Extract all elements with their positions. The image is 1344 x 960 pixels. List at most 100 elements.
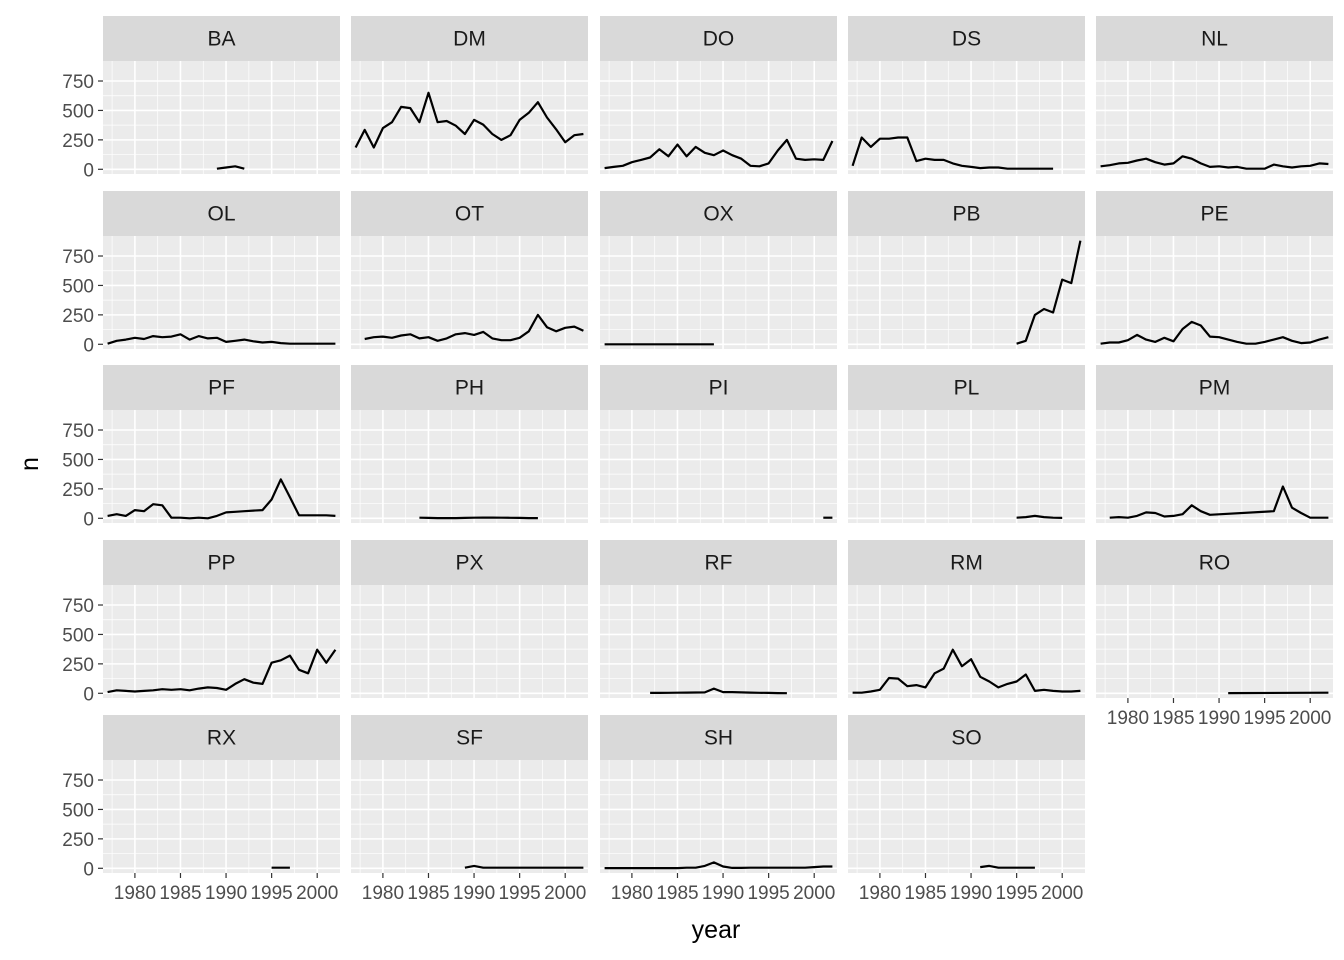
- x-tick-label: 1990: [205, 883, 247, 904]
- x-tick-label: 1985: [1152, 708, 1194, 729]
- facet-strip-label: NL: [1201, 28, 1228, 51]
- facet-panel: [103, 410, 340, 523]
- facet-ox: OX: [600, 191, 837, 349]
- facet-strip: [848, 16, 1085, 61]
- series-line-sh: [604, 861, 833, 870]
- facet-panel: [351, 585, 588, 698]
- y-tick-label: 750: [62, 596, 94, 617]
- facet-ba: BA 0 250 500 750: [62, 16, 340, 181]
- series-line-pf: [107, 478, 336, 520]
- facet-strip-label: BA: [207, 28, 235, 51]
- facet-strip: [848, 365, 1085, 410]
- facet-strip: [600, 540, 837, 585]
- y-tick-label: 250: [62, 131, 94, 152]
- facet-dm: DM: [351, 16, 588, 174]
- series-line-ba: [216, 165, 245, 170]
- facet-strip: [351, 540, 588, 585]
- y-tick-label: 500: [62, 101, 94, 122]
- x-tick-label: 1980: [114, 883, 156, 904]
- y-tick-label: 250: [62, 830, 94, 851]
- facet-ot: OT: [351, 191, 588, 349]
- facet-strip: [848, 540, 1085, 585]
- x-tick-label: 1990: [950, 883, 992, 904]
- facet-strip: [103, 715, 340, 760]
- facet-strip-label: SF: [456, 727, 483, 750]
- facet-strip-label: PE: [1200, 203, 1228, 226]
- facet-rf: RF: [600, 540, 837, 698]
- series-line-rm: [852, 648, 1081, 694]
- facet-ds: DS: [848, 16, 1085, 174]
- x-tick-label: 2000: [1041, 883, 1083, 904]
- y-tick-label: 500: [62, 450, 94, 471]
- facet-strip-label: PL: [954, 377, 980, 400]
- facet-strip-label: OX: [703, 203, 733, 226]
- x-tick-label: 1985: [407, 883, 449, 904]
- y-tick-label: 0: [83, 160, 94, 181]
- facet-pl: PL: [848, 365, 1085, 523]
- facet-ol: OL 0 250 500 750: [62, 191, 340, 356]
- x-tick-label: 2000: [793, 883, 835, 904]
- facet-panel: [1096, 410, 1333, 523]
- y-tick-label: 250: [62, 306, 94, 327]
- x-tick-label: 1995: [250, 883, 292, 904]
- series-line-ol: [107, 333, 336, 345]
- facet-panel: [351, 61, 588, 174]
- x-tick-label: 1990: [453, 883, 495, 904]
- series-line-ph: [419, 516, 538, 520]
- facet-strip-label: PP: [207, 552, 235, 575]
- facet-strip-label: PX: [455, 552, 483, 575]
- x-tick-label: 1985: [904, 883, 946, 904]
- facet-pi: PI: [600, 365, 837, 523]
- facet-strip: [103, 365, 340, 410]
- facet-pb: PB: [848, 191, 1085, 349]
- y-axis-title: n: [16, 457, 44, 471]
- x-tick-label: 1995: [498, 883, 540, 904]
- facet-strip-label: OL: [207, 203, 235, 226]
- x-tick-label: 2000: [296, 883, 338, 904]
- facet-do: DO: [600, 16, 837, 174]
- series-line-pe: [1100, 320, 1329, 345]
- series-line-pm: [1109, 485, 1329, 519]
- series-line-pl: [1016, 514, 1063, 519]
- y-tick-label: 750: [62, 247, 94, 268]
- facet-strip: [848, 715, 1085, 760]
- x-tick-label: 1995: [747, 883, 789, 904]
- facet-nl: NL: [1096, 16, 1333, 174]
- y-tick-label: 750: [62, 771, 94, 792]
- y-tick-label: 0: [83, 509, 94, 530]
- facet-ro: RO 1980 1985 1990 1995 2000: [1096, 540, 1333, 729]
- facet-panel: [848, 61, 1085, 174]
- facet-panel: [848, 236, 1085, 349]
- facet-panel: [103, 585, 340, 698]
- facet-pe: PE: [1096, 191, 1333, 349]
- facet-strip-label: RO: [1199, 552, 1231, 575]
- series-line-ds: [851, 136, 1054, 170]
- facet-strip-label: SH: [704, 727, 733, 750]
- facet-strip: [351, 365, 588, 410]
- facet-strip-label: RM: [950, 552, 983, 575]
- facet-strip: [600, 715, 837, 760]
- series-line-rf: [650, 687, 787, 695]
- x-tick-label: 1980: [611, 883, 653, 904]
- facet-panel: [351, 236, 588, 349]
- facet-strip: [103, 540, 340, 585]
- y-tick-label: 750: [62, 72, 94, 93]
- facet-strip-label: SO: [951, 727, 981, 750]
- facet-strip: [600, 191, 837, 236]
- facet-strip: [600, 16, 837, 61]
- facet-grid: BA 0 250 500 750 DM DO DS NL OL 0 250 500 750 OT OX PB PE…: [62, 16, 1333, 904]
- facet-strip-label: PH: [455, 377, 484, 400]
- series-line-pp: [107, 648, 337, 694]
- x-axis-title: year: [692, 916, 741, 944]
- facet-strip-label: DO: [703, 28, 735, 51]
- facet-pp: PP 0 250 500 750: [62, 540, 340, 705]
- y-tick-label: 500: [62, 625, 94, 646]
- facet-strip-label: DM: [453, 28, 486, 51]
- y-tick-label: 0: [83, 684, 94, 705]
- facet-pf: PF 0 250 500 750: [62, 365, 340, 530]
- y-tick-label: 0: [83, 859, 94, 880]
- facet-panel: [600, 61, 837, 174]
- y-tick-label: 500: [62, 276, 94, 297]
- facet-strip: [848, 191, 1085, 236]
- x-tick-label: 1980: [859, 883, 901, 904]
